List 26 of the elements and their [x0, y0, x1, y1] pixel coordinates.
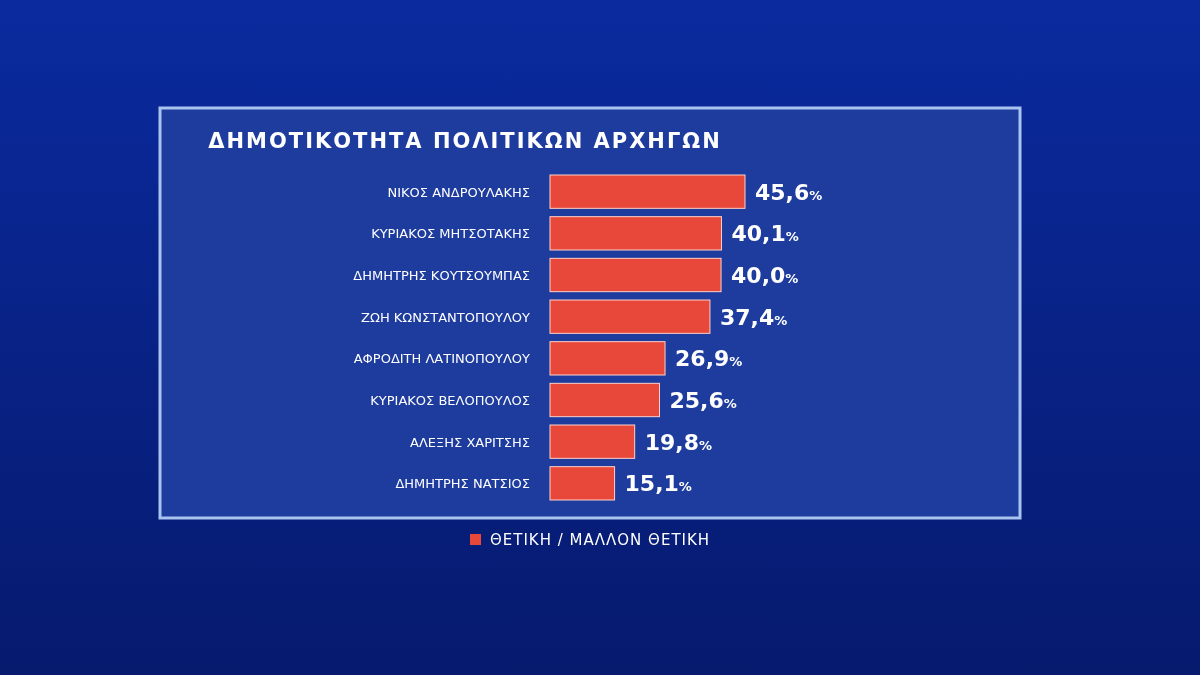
y-tick-label: ΔΗΜΗΤΡΗΣ ΝΑΤΣΙΟΣ [395, 476, 530, 492]
bar [549, 341, 666, 376]
text: ΘΕΤΙΚΗ / ΜΑΛΛΟΝ ΘΕΤΙΚΗ [490, 531, 711, 549]
bar [549, 382, 660, 418]
bar [549, 466, 616, 501]
data-label: 45,6% [755, 179, 823, 205]
chart-title: ΔΗΜΟΤΙΚΟΤΗΤΑ ΠΟΛΙΤΙΚΩΝ ΑΡΧΗΓΩΝ [208, 129, 722, 153]
bar [549, 424, 636, 459]
bar [549, 257, 722, 293]
data-label: 26,9% [675, 346, 743, 372]
y-tick-label: ΝΙΚΟΣ ΑΝΔΡΟΥΛΑΚΗΣ [387, 184, 530, 200]
data-label: 25,6% [669, 388, 737, 413]
bar [549, 216, 722, 251]
bar [549, 299, 711, 334]
y-tick-label: ΑΛΕΞΗΣ ΧΑΡΙΤΣΗΣ [410, 434, 530, 450]
y-tick-label: ΖΩΗ ΚΩΝΣΤΑΝΤΟΠΟΥΛΟΥ [361, 309, 531, 325]
data-label: 19,8% [644, 429, 712, 455]
data-label: 37,4% [719, 304, 788, 330]
y-tick-label: ΚΥΡΙΑΚΟΣ ΒΕΛΟΠΟΥΛΟΣ [370, 393, 530, 408]
bar [549, 174, 746, 209]
data-label: 40,1% [731, 221, 799, 247]
y-tick-label: ΑΦΡΟΔΙΤΗ ΛΑΤΙΝΟΠΟΥΛΟΥ [353, 351, 531, 367]
y-tick-label: ΚΥΡΙΑΚΟΣ ΜΗΤΣΟΤΑΚΗΣ [371, 226, 530, 242]
data-label: 15,1% [624, 471, 692, 497]
data-label: 40,0% [731, 263, 799, 288]
y-tick-label: ΔΗΜΗΤΡΗΣ ΚΟΥΤΣΟΥΜΠΑΣ [353, 268, 530, 283]
